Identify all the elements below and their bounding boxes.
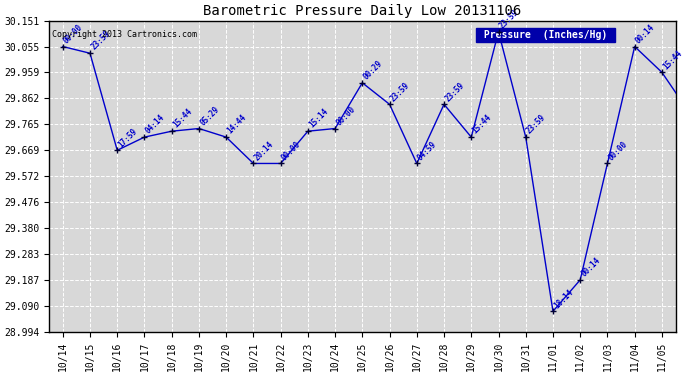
Text: 23:59: 23:59: [443, 80, 466, 103]
Title: Barometric Pressure Daily Low 20131106: Barometric Pressure Daily Low 20131106: [204, 4, 522, 18]
Text: 00:00: 00:00: [280, 140, 302, 162]
Text: Copyright 2013 Cartronics.com: Copyright 2013 Cartronics.com: [52, 30, 197, 39]
Text: 00:00: 00:00: [62, 22, 85, 45]
Text: 17:59: 17:59: [117, 126, 139, 149]
Text: Pressure  (Inches/Hg): Pressure (Inches/Hg): [478, 30, 613, 40]
Text: 23:59: 23:59: [0, 374, 1, 375]
Text: 15:44: 15:44: [471, 113, 493, 136]
Text: 00:14: 00:14: [634, 22, 657, 45]
Text: 15:44: 15:44: [661, 48, 684, 71]
Text: 04:59: 04:59: [416, 140, 439, 162]
Text: 00:00: 00:00: [607, 140, 629, 162]
Text: 20:14: 20:14: [253, 140, 275, 162]
Text: 04:14: 04:14: [144, 113, 166, 136]
Text: 18:14: 18:14: [552, 287, 575, 310]
Text: 23:59: 23:59: [89, 29, 112, 52]
Text: 14:44: 14:44: [226, 113, 248, 136]
Text: 23:59: 23:59: [388, 80, 411, 103]
Text: 00:14: 00:14: [580, 256, 602, 279]
Text: 05:29: 05:29: [198, 104, 221, 127]
Text: 23:59: 23:59: [497, 8, 520, 30]
Text: 00:00: 00:00: [335, 104, 357, 127]
Text: 15:14: 15:14: [307, 107, 330, 130]
Text: 23:59: 23:59: [525, 113, 548, 136]
Text: 15:44: 15:44: [171, 107, 194, 130]
Text: 00:29: 00:29: [362, 59, 384, 81]
